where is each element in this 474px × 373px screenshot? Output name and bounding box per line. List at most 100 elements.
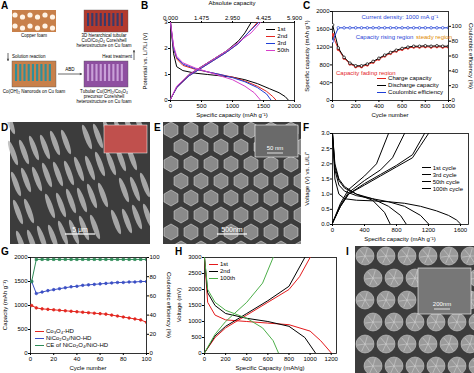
svg-text:600: 600 xyxy=(397,103,408,109)
html-text:100th cycle: 100th cycle xyxy=(432,185,463,192)
svg-text:3000: 3000 xyxy=(188,254,202,260)
svg-text:400: 400 xyxy=(319,80,330,86)
svg-text:1.5: 1.5 xyxy=(321,176,330,182)
svg-text:20: 20 xyxy=(50,356,57,362)
svg-text:0: 0 xyxy=(198,350,202,356)
svg-text:1.475: 1.475 xyxy=(194,15,210,21)
svg-text:40: 40 xyxy=(74,356,81,362)
html-text:D: D xyxy=(1,122,9,133)
svg-text:1500: 1500 xyxy=(257,103,271,109)
svg-text:2500: 2500 xyxy=(188,270,202,276)
svg-text:800: 800 xyxy=(391,227,402,233)
svg-text:1000: 1000 xyxy=(303,356,317,362)
html-text:C: C xyxy=(303,0,311,11)
svg-text:500: 500 xyxy=(196,103,207,109)
svg-text:0: 0 xyxy=(24,350,28,356)
svg-text:800: 800 xyxy=(420,103,431,109)
svg-text:2: 2 xyxy=(164,45,168,51)
html-text:Specific capacity (mAh g⁻¹): Specific capacity (mAh g⁻¹) xyxy=(303,19,310,92)
svg-text:3.0: 3.0 xyxy=(321,130,330,136)
html-text:1st cycle: 1st cycle xyxy=(432,164,456,171)
svg-text:60: 60 xyxy=(452,53,459,59)
svg-text:200: 200 xyxy=(351,103,362,109)
html-text:G: G xyxy=(1,246,9,257)
svg-text:Capacity fading region: Capacity fading region xyxy=(336,69,396,76)
svg-text:80: 80 xyxy=(452,38,459,44)
svg-text:5.900: 5.900 xyxy=(287,15,303,21)
svg-text:1500: 1500 xyxy=(188,302,202,308)
html-text:Tubular Cu(OH)₂/Co₃O₄ precurso: Tubular Cu(OH)₂/Co₃O₄ precursor Core/she… xyxy=(76,89,132,104)
svg-text:400: 400 xyxy=(374,103,385,109)
html-text:5 μm: 5 μm xyxy=(72,226,88,233)
svg-text:0: 0 xyxy=(331,103,335,109)
html-text:500nm: 500nm xyxy=(221,226,243,233)
svg-text:2.0: 2.0 xyxy=(321,161,330,167)
svg-text:2.950: 2.950 xyxy=(225,15,241,21)
html-text:B: B xyxy=(141,0,149,11)
html-text:Capacity (mAh g⁻¹): Capacity (mAh g⁻¹) xyxy=(1,279,8,331)
html-text:A: A xyxy=(1,0,9,11)
svg-text:0: 0 xyxy=(452,97,456,103)
svg-text:60: 60 xyxy=(97,356,104,362)
svg-text:1000: 1000 xyxy=(14,302,28,308)
html-text:3rd cycle: 3rd cycle xyxy=(432,171,457,178)
svg-text:1: 1 xyxy=(164,71,168,77)
svg-text:1.0: 1.0 xyxy=(321,191,330,197)
svg-text:0: 0 xyxy=(29,356,33,362)
html-text:Potential vs. Li⁺/Li (V): Potential vs. Li⁺/Li (V) xyxy=(141,32,148,90)
svg-text:2000: 2000 xyxy=(14,254,28,260)
svg-text:2000: 2000 xyxy=(188,286,202,292)
svg-text:Current density: 1000 mA g⁻¹: Current density: 1000 mA g⁻¹ xyxy=(362,14,439,20)
html-text:Voltage (mV): Voltage (mV) xyxy=(175,287,182,323)
html-text:Coulombic efficiency (%): Coulombic efficiency (%) xyxy=(467,22,474,89)
svg-text:40: 40 xyxy=(150,312,157,318)
svg-text:800: 800 xyxy=(319,62,330,68)
svg-text:0: 0 xyxy=(169,103,173,109)
svg-text:1000: 1000 xyxy=(442,103,456,109)
svg-text:20: 20 xyxy=(150,331,157,337)
svg-text:2.5: 2.5 xyxy=(321,146,330,152)
svg-text:60: 60 xyxy=(150,293,157,299)
svg-text:1000: 1000 xyxy=(188,318,202,324)
svg-text:40: 40 xyxy=(452,68,459,74)
html-text:3D hierarchical tubular CuO/Co: 3D hierarchical tubular CuO/Co₃O₄ Core/s… xyxy=(76,33,132,48)
svg-text:0.0: 0.0 xyxy=(321,221,330,227)
svg-text:1600: 1600 xyxy=(454,227,468,233)
svg-text:400: 400 xyxy=(242,356,253,362)
svg-text:500: 500 xyxy=(17,326,28,332)
svg-text:80: 80 xyxy=(120,356,127,362)
svg-text:0: 0 xyxy=(203,356,207,362)
svg-text:Capacity rising region: Capacity rising region xyxy=(356,34,414,40)
svg-text:500: 500 xyxy=(191,334,202,340)
svg-text:100: 100 xyxy=(150,254,161,260)
svg-text:1600: 1600 xyxy=(316,26,330,32)
svg-text:80: 80 xyxy=(150,274,157,280)
html-text:H: H xyxy=(175,246,183,257)
svg-text:400: 400 xyxy=(359,227,370,233)
html-text:50th cycle: 50th cycle xyxy=(432,178,460,185)
svg-text:0: 0 xyxy=(164,97,168,103)
svg-text:0.000: 0.000 xyxy=(163,15,179,21)
html-text:F: F xyxy=(303,122,310,133)
svg-text:steady region: steady region xyxy=(416,34,452,40)
svg-text:0: 0 xyxy=(326,97,330,103)
svg-text:100: 100 xyxy=(141,356,152,362)
svg-text:20: 20 xyxy=(452,83,459,89)
svg-text:0: 0 xyxy=(150,350,154,356)
svg-text:1200: 1200 xyxy=(316,44,330,50)
svg-text:0.5: 0.5 xyxy=(321,206,330,212)
svg-text:4.425: 4.425 xyxy=(256,15,272,21)
svg-text:1200: 1200 xyxy=(422,227,436,233)
svg-text:200: 200 xyxy=(221,356,232,362)
svg-text:2000: 2000 xyxy=(316,8,330,14)
html-text:Coulombic efficiency (%): Coulombic efficiency (%) xyxy=(165,272,172,338)
svg-text:600: 600 xyxy=(263,356,274,362)
svg-text:0: 0 xyxy=(331,227,335,233)
html-text:Voltage (V) vs. Li/Li⁺: Voltage (V) vs. Li/Li⁺ xyxy=(303,151,310,206)
svg-text:800: 800 xyxy=(284,356,295,362)
svg-text:1000: 1000 xyxy=(226,103,240,109)
svg-text:2000: 2000 xyxy=(288,103,302,109)
svg-text:1500: 1500 xyxy=(14,278,28,284)
svg-text:100: 100 xyxy=(452,23,463,29)
svg-text:1200: 1200 xyxy=(325,356,339,362)
